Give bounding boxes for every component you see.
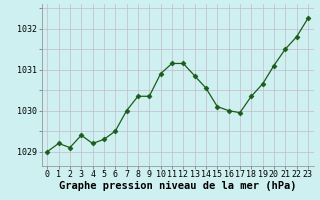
X-axis label: Graphe pression niveau de la mer (hPa): Graphe pression niveau de la mer (hPa)	[59, 181, 296, 191]
